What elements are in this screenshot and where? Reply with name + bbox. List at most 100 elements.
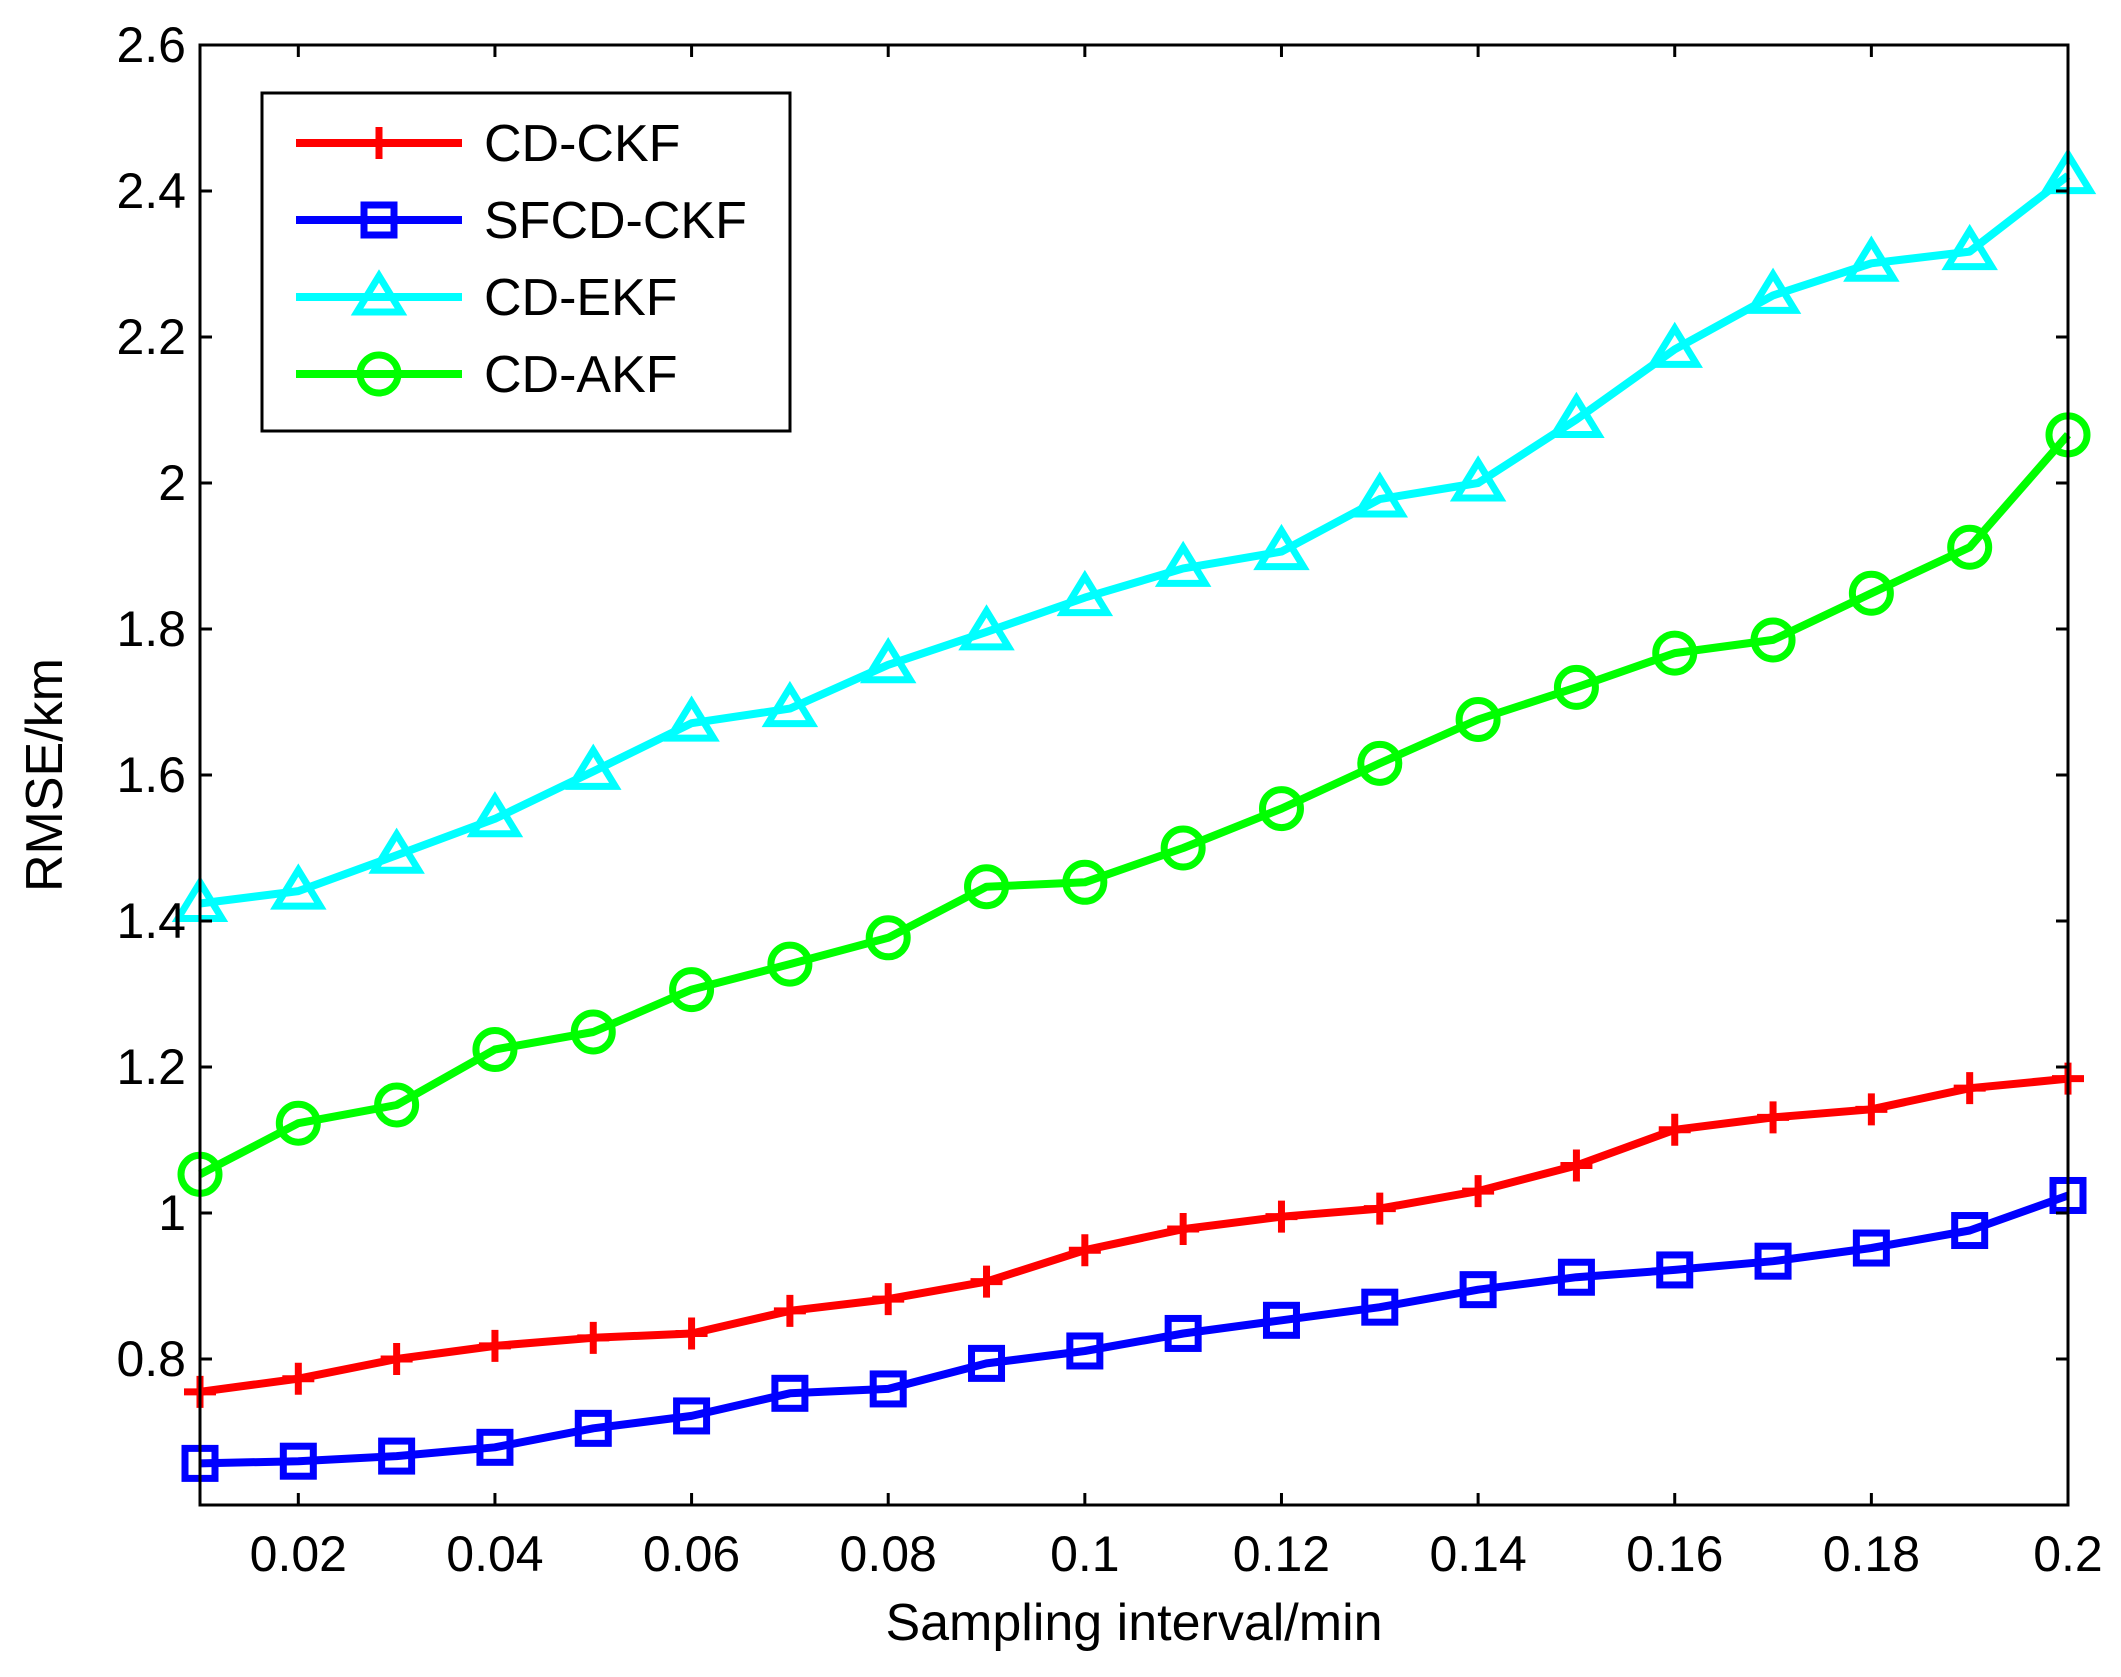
data-point-sfcd-ckf-16 (1656, 1251, 1694, 1289)
x-tick-label: 0.16 (1626, 1526, 1723, 1582)
data-point-cd-ekf-14 (1449, 455, 1507, 502)
y-tick-label: 0.8 (116, 1331, 186, 1387)
data-point-cd-akf-15 (1553, 664, 1599, 710)
y-axis-label: RMSE/km (16, 658, 74, 892)
data-point-sfcd-ckf-9 (968, 1344, 1006, 1382)
y-tick-label: 2.6 (116, 17, 186, 73)
data-point-cd-akf-2 (275, 1100, 321, 1146)
data-point-cd-ckf-4 (478, 1329, 511, 1362)
data-point-cd-ckf-3 (380, 1343, 413, 1375)
x-tick-label: 0.1 (1050, 1526, 1120, 1582)
data-point-sfcd-ckf-8 (869, 1370, 907, 1408)
data-point-sfcd-ckf-18 (1852, 1229, 1890, 1267)
data-point-cd-akf-8 (865, 915, 911, 961)
data-point-cd-ckf-9 (970, 1265, 1003, 1298)
data-point-cd-ckf-12 (1265, 1200, 1298, 1233)
data-point-cd-ekf-17 (1744, 267, 1802, 314)
data-point-cd-akf-19 (1947, 524, 1993, 570)
data-point-cd-akf-16 (1652, 630, 1698, 676)
data-point-cd-akf-17 (1750, 617, 1796, 663)
data-point-cd-ckf-16 (1658, 1113, 1691, 1146)
series-sfcd-ckf (181, 1176, 2087, 1482)
legend-item-sfcd-ckf: SFCD-CKF (296, 192, 747, 250)
y-tick-label: 1.2 (116, 1039, 186, 1095)
legend-label-cd-akf: CD-AKF (484, 346, 678, 404)
y-tick-label: 1.8 (116, 601, 186, 657)
x-tick-label: 0.2 (2033, 1526, 2103, 1582)
data-point-cd-ckf-6 (675, 1317, 708, 1350)
data-point-sfcd-ckf-4 (476, 1428, 514, 1466)
data-point-sfcd-ckf-12 (1262, 1301, 1300, 1339)
data-point-sfcd-ckf-7 (771, 1374, 809, 1412)
data-point-sfcd-ckf-17 (1754, 1242, 1792, 1280)
legend-item-cd-akf: CD-AKF (296, 346, 678, 404)
legend-marker-cd-akf (356, 351, 402, 397)
y-tick-label: 1 (158, 1185, 186, 1241)
legend-item-cd-ckf: CD-CKF (296, 115, 680, 173)
legend-marker-cd-ekf (350, 269, 408, 316)
data-point-cd-ekf-8 (859, 637, 917, 684)
data-point-cd-akf-9 (964, 864, 1010, 910)
x-tick-label: 0.06 (643, 1526, 740, 1582)
data-point-cd-ekf-12 (1253, 523, 1310, 571)
legend: CD-CKF SFCD-CKF CD-EKF CD-AKF (260, 91, 792, 433)
data-point-cd-ckf-8 (872, 1283, 905, 1316)
legend-item-cd-ekf: CD-EKF (296, 269, 678, 327)
data-point-cd-ekf-18 (1843, 235, 1900, 282)
data-point-sfcd-ckf-6 (673, 1397, 711, 1435)
x-tick-label: 0.04 (446, 1526, 543, 1582)
legend-label-cd-ekf: CD-EKF (484, 269, 678, 327)
data-point-cd-ekf-19 (1941, 223, 1998, 271)
data-point-cd-ekf-11 (1154, 540, 1212, 587)
data-point-cd-ekf-15 (1548, 391, 1605, 438)
data-point-sfcd-ckf-13 (1361, 1288, 1399, 1326)
data-point-cd-akf-13 (1357, 740, 1403, 786)
data-point-cd-ekf-4 (466, 791, 524, 838)
data-point-cd-ekf-6 (663, 695, 720, 742)
data-point-cd-akf-18 (1848, 570, 1894, 616)
data-point-cd-ckf-18 (1855, 1093, 1888, 1126)
data-point-cd-akf-4 (472, 1026, 518, 1072)
data-point-cd-ekf-2 (270, 863, 327, 910)
x-tick-label: 0.12 (1233, 1526, 1330, 1582)
data-point-cd-ckf-5 (577, 1321, 610, 1354)
y-tick-label: 2.4 (116, 163, 186, 219)
y-tick-label: 2 (158, 455, 186, 511)
y-tick-label: 1.6 (116, 747, 186, 803)
data-point-sfcd-ckf-5 (574, 1409, 612, 1447)
data-point-cd-ekf-16 (1646, 321, 1703, 368)
x-tick-label: 0.02 (250, 1526, 347, 1582)
data-point-cd-ckf-2 (282, 1362, 315, 1395)
x-tick-label: 0.08 (840, 1526, 937, 1582)
data-point-cd-ckf-17 (1757, 1101, 1790, 1134)
data-point-sfcd-ckf-15 (1557, 1258, 1595, 1296)
data-point-cd-ckf-14 (1462, 1175, 1495, 1208)
x-tick-label: 0.14 (1429, 1526, 1526, 1582)
data-point-cd-ckf-7 (773, 1294, 806, 1327)
data-point-cd-ckf-13 (1363, 1192, 1396, 1225)
data-point-cd-ekf-9 (958, 604, 1015, 651)
series-line-cd-ckf (199, 1074, 2069, 1396)
data-point-cd-akf-14 (1455, 697, 1501, 743)
legend-label-cd-ckf: CD-CKF (484, 115, 680, 173)
data-point-cd-ckf-10 (1068, 1234, 1101, 1267)
legend-label-sfcd-ckf: SFCD-CKF (484, 192, 747, 250)
data-point-cd-ckf-15 (1560, 1149, 1593, 1182)
series-cd-ekf (171, 147, 2097, 922)
data-point-cd-ekf-13 (1351, 471, 1409, 518)
legend-marker-cd-ckf (363, 127, 395, 159)
x-tick-label: 0.18 (1823, 1526, 1920, 1582)
series-layer (171, 147, 2097, 1482)
data-point-cd-akf-6 (669, 967, 715, 1013)
data-point-cd-akf-12 (1258, 786, 1304, 832)
legend-marker-sfcd-ckf (360, 201, 398, 239)
data-point-cd-akf-10 (1062, 859, 1108, 905)
x-axis-label: Sampling interval/min (885, 1594, 1382, 1652)
y-tick-label: 1.4 (116, 893, 186, 949)
data-point-sfcd-ckf-11 (1164, 1314, 1202, 1352)
data-point-sfcd-ckf-19 (1951, 1212, 1989, 1250)
data-point-cd-ckf-19 (1953, 1072, 1986, 1105)
data-point-sfcd-ckf-10 (1066, 1332, 1104, 1370)
